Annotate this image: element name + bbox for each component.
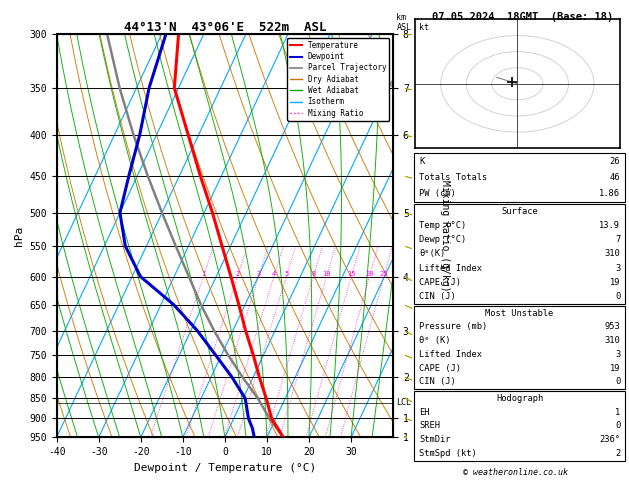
Text: 3: 3 (256, 271, 260, 277)
Text: 1: 1 (201, 271, 205, 277)
Text: 953: 953 (604, 322, 620, 331)
Text: 26: 26 (610, 156, 620, 166)
Text: 10: 10 (322, 271, 331, 277)
Text: 0: 0 (615, 292, 620, 301)
Text: 7: 7 (615, 235, 620, 244)
Text: 8: 8 (311, 271, 315, 277)
Text: 15: 15 (347, 271, 355, 277)
Text: 19: 19 (610, 364, 620, 373)
Text: StmDir: StmDir (419, 435, 450, 444)
Y-axis label: hPa: hPa (14, 226, 24, 246)
Text: Temp (°C): Temp (°C) (419, 221, 466, 230)
Title: 44°13'N  43°06'E  522m  ASL: 44°13'N 43°06'E 522m ASL (124, 21, 326, 34)
Text: 310: 310 (604, 336, 620, 345)
Text: PW (cm): PW (cm) (419, 189, 455, 198)
Legend: Temperature, Dewpoint, Parcel Trajectory, Dry Adiabat, Wet Adiabat, Isotherm, Mi: Temperature, Dewpoint, Parcel Trajectory… (287, 38, 389, 121)
Text: 46: 46 (610, 173, 620, 182)
Text: EH: EH (419, 408, 430, 417)
Text: θᵉ (K): θᵉ (K) (419, 336, 450, 345)
Text: θᵉ(K): θᵉ(K) (419, 249, 445, 259)
Text: 2: 2 (235, 271, 240, 277)
Text: 5: 5 (284, 271, 288, 277)
Text: 0: 0 (615, 378, 620, 386)
Text: Dewp (°C): Dewp (°C) (419, 235, 466, 244)
Text: 20: 20 (365, 271, 374, 277)
Y-axis label: Mixing Ratio (g/kg): Mixing Ratio (g/kg) (440, 180, 450, 292)
Text: SREH: SREH (419, 421, 440, 431)
Text: kt: kt (420, 23, 429, 32)
Text: StmSpd (kt): StmSpd (kt) (419, 449, 477, 458)
Text: CIN (J): CIN (J) (419, 292, 455, 301)
Text: K: K (419, 156, 424, 166)
X-axis label: Dewpoint / Temperature (°C): Dewpoint / Temperature (°C) (134, 463, 316, 473)
Text: Most Unstable: Most Unstable (486, 309, 554, 317)
Text: 1: 1 (615, 408, 620, 417)
Text: 13.9: 13.9 (599, 221, 620, 230)
Text: 236°: 236° (599, 435, 620, 444)
Text: 25: 25 (379, 271, 388, 277)
Text: 3: 3 (615, 350, 620, 359)
Text: Surface: Surface (501, 207, 538, 216)
Text: Lifted Index: Lifted Index (419, 264, 482, 273)
Text: 310: 310 (604, 249, 620, 259)
Text: Pressure (mb): Pressure (mb) (419, 322, 487, 331)
Text: © weatheronline.co.uk: © weatheronline.co.uk (464, 468, 568, 477)
Text: CAPE (J): CAPE (J) (419, 364, 461, 373)
Text: 07.05.2024  18GMT  (Base: 18): 07.05.2024 18GMT (Base: 18) (432, 12, 613, 22)
Text: 1.86: 1.86 (599, 189, 620, 198)
Text: Hodograph: Hodograph (496, 394, 543, 403)
Text: 2: 2 (615, 449, 620, 458)
Text: Lifted Index: Lifted Index (419, 350, 482, 359)
Text: km
ASL: km ASL (396, 13, 411, 32)
Text: 3: 3 (615, 264, 620, 273)
Text: 4: 4 (272, 271, 276, 277)
Text: Totals Totals: Totals Totals (419, 173, 487, 182)
Text: LCL: LCL (396, 398, 411, 407)
Text: CIN (J): CIN (J) (419, 378, 455, 386)
Text: CAPE (J): CAPE (J) (419, 278, 461, 287)
Text: 0: 0 (615, 421, 620, 431)
Text: 19: 19 (610, 278, 620, 287)
